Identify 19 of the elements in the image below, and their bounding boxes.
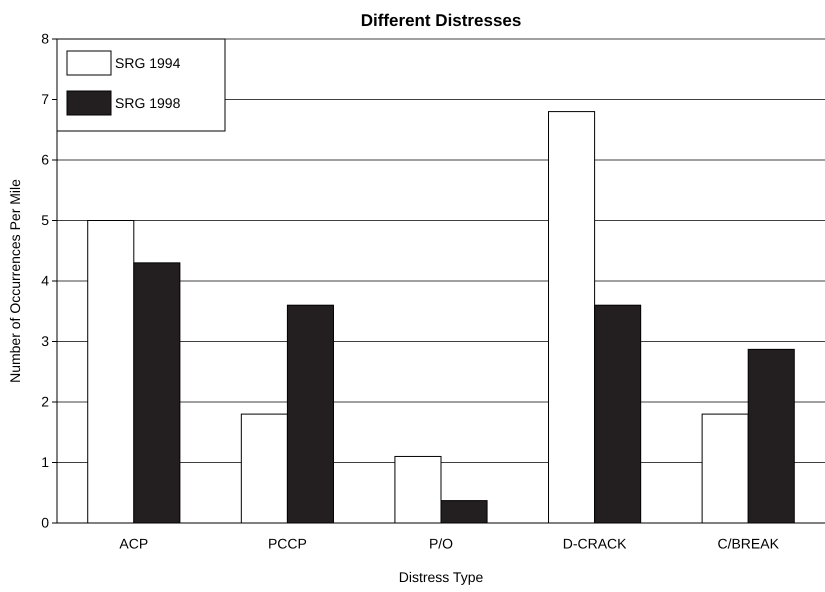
y-axis-title: Number of Occurrences Per Mile: [7, 178, 23, 383]
y-tick-label: 6: [41, 151, 50, 168]
x-axis-title: Distress Type: [398, 569, 484, 585]
chart-title: Different Distresses: [360, 11, 522, 30]
y-tick-label: 5: [41, 212, 50, 228]
x-tick-label: PCCP: [268, 535, 307, 552]
y-tick-label: 2: [41, 393, 50, 410]
y-tick-label: 8: [41, 30, 50, 46]
legend-label: SRG 1994: [115, 55, 181, 71]
y-tick-label: 4: [41, 272, 50, 288]
y-tick-label: 0: [41, 514, 50, 530]
y-tick-label: 7: [41, 90, 50, 107]
x-tick-label: D-CRACK: [562, 535, 628, 552]
x-tick-label: C/BREAK: [717, 535, 780, 552]
y-tick-label: 1: [41, 454, 50, 470]
x-tick-label: ACP: [119, 535, 148, 552]
y-tick-label: 3: [41, 332, 50, 349]
x-tick-label: P/O: [428, 535, 454, 552]
legend-label: SRG 1998: [115, 95, 181, 111]
